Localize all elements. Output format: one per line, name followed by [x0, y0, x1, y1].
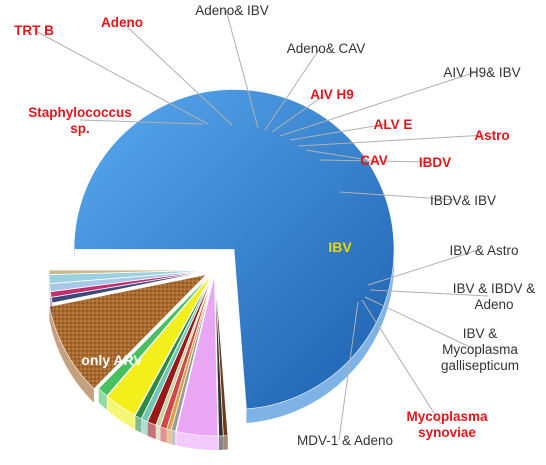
leader-line [225, 9, 259, 129]
slice-label-line: Astro [474, 128, 509, 143]
pie-slice-side [107, 396, 135, 430]
leader-line [361, 299, 442, 425]
pie-slice [49, 274, 208, 390]
slice-label-line: only ARV [81, 352, 143, 368]
slice-label: TRT B [14, 23, 54, 38]
slice-label: AIV H9 [310, 87, 354, 102]
slices-layer [48, 89, 395, 450]
slice-label-line: Adeno& CAV [287, 41, 366, 56]
leader-line [121, 21, 233, 126]
slice-label-line: Staphylococcus [28, 105, 132, 120]
slice-label-line: IBDV [419, 155, 451, 170]
leader-line [338, 301, 359, 441]
slice-label: IBV & Astro [449, 243, 518, 258]
slice-label-line: Adeno& IBV [195, 3, 269, 18]
slice-label: Adeno& CAV [287, 41, 366, 56]
slice-label: CAV [360, 153, 388, 168]
slice-label: Adeno& IBV [195, 3, 269, 18]
slice-label: IBV & Mycoplasma gallisepticum [441, 326, 519, 373]
slice-label-line: CAV [360, 153, 388, 168]
slice-label-line: AIV H9 [310, 87, 354, 102]
pie-slice-side [98, 388, 107, 410]
slice-label-line: Adeno [474, 297, 513, 312]
slice-label-line: TRT B [14, 23, 54, 38]
slice-label: Mycoplasma synoviae [406, 409, 488, 440]
slice-label-line: Mycoplasma [406, 409, 488, 424]
slice-label: AIV H9& IBV [443, 65, 520, 80]
slice-label-line: MDV-1 & Adeno [297, 433, 393, 448]
pie-slice-side [49, 306, 94, 403]
leader-line [271, 93, 327, 133]
slice-label: MDV-1 & Adeno [297, 433, 393, 448]
leader-line [279, 71, 477, 137]
leader-line [364, 296, 475, 350]
leader-line [369, 289, 489, 297]
slice-label-line: ALV E [374, 117, 413, 132]
pie-slice-side [135, 415, 142, 433]
pie-slice-side [49, 283, 51, 306]
slice-label-line: gallisepticum [441, 358, 519, 373]
pie-slice [49, 270, 210, 292]
pie-slice [48, 269, 210, 275]
pie-slice-side [223, 435, 228, 450]
pie-slice [176, 275, 219, 437]
slice-label-line: sp. [70, 121, 90, 136]
leader-line [33, 29, 209, 125]
slice-label-line: synoviae [418, 425, 476, 440]
slice-label-line: IBV & [463, 326, 498, 341]
leader-line [319, 159, 430, 163]
pie-slice-side [166, 428, 172, 445]
slice-label: IBV & IBDV & Adeno [453, 281, 536, 312]
slice-label-line: IBV & Astro [449, 243, 518, 258]
slice-label-line: IBV & IBDV & [453, 281, 536, 296]
slice-label-line: Adeno [101, 15, 143, 30]
pie-slice [98, 274, 212, 397]
leader-line [305, 149, 369, 161]
leader-line [367, 249, 479, 286]
slice-label-line: IBDV& IBV [430, 193, 496, 208]
slice-label: Staphylococcus sp. [28, 105, 132, 136]
pie-slice-side [156, 425, 161, 441]
pie-slice [134, 275, 213, 420]
slice-label-line: AIV H9& IBV [443, 65, 520, 80]
slice-label: ALV E [374, 117, 413, 132]
pie-slice-side [218, 435, 224, 450]
leader-line [339, 191, 458, 201]
leader-lines [33, 9, 489, 441]
pie-slice-side [141, 418, 148, 436]
leader-line [297, 134, 487, 147]
slice-label-line: Mycoplasma [442, 342, 518, 357]
pie-slice [107, 274, 212, 416]
slice-label: IBDV [419, 155, 451, 170]
leader-line [289, 123, 388, 141]
pie-slice-side [171, 430, 176, 446]
slice-label: Astro [474, 128, 509, 143]
slice-label: only ARV [81, 352, 143, 368]
pie-slice [214, 275, 224, 437]
slice-label: IBV [328, 239, 352, 255]
slice-label-line: IBV [328, 239, 352, 255]
slice-label: IBDV& IBV [430, 193, 496, 208]
labels-layer: only ARV Staphylococcus sp. TRT B Adeno Adeno… [14, 3, 535, 448]
pie-slice-side [160, 426, 167, 443]
pie-slice [73, 89, 395, 410]
pie-slice-side [147, 421, 156, 440]
slice-label: Adeno [101, 15, 143, 30]
leader-line [79, 119, 204, 125]
leader-line [264, 47, 321, 131]
